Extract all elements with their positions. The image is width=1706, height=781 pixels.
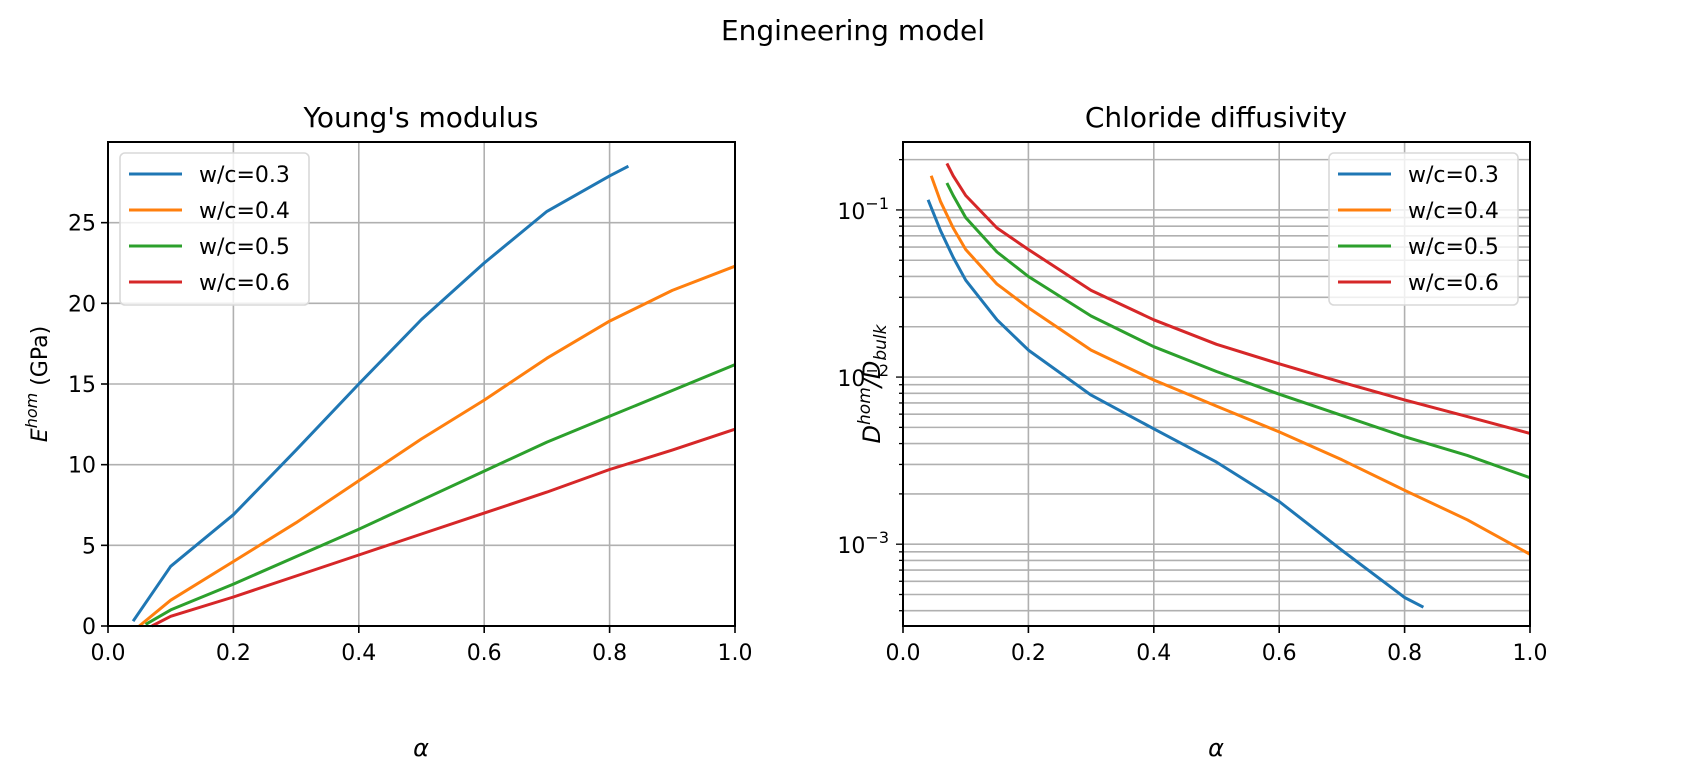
axes-frame (107, 141, 736, 627)
plot-lines (131, 164, 736, 628)
axes-frame (902, 141, 1531, 627)
legend-box (119, 152, 310, 306)
axes-title: Young's modulus (302, 101, 538, 134)
series-line-wc05 (144, 363, 736, 626)
y-axis-label: Ehom (GPa) (22, 326, 53, 442)
x-tick-label: 0.8 (1387, 641, 1422, 666)
legend: w/c=0.3 w/c=0.4 w/c=0.5 w/c=0.6 (119, 152, 310, 306)
x-tick-label: 1.0 (1513, 641, 1548, 666)
ticks: 0.0 0.2 0.4 0.6 0.8 1.0 10−1 10−2 10−3 (837, 158, 1548, 666)
x-tick-label: 0.6 (467, 641, 502, 666)
y-tick-label: 10−3 (837, 528, 889, 559)
axes-title: Chloride diffusivity (1085, 101, 1347, 134)
series-line-wc06 (945, 162, 1531, 435)
legend-label: w/c=0.4 (1408, 199, 1499, 224)
series-line-wc03 (131, 164, 630, 623)
x-tick-label: 0.8 (592, 641, 627, 666)
legend-label: w/c=0.6 (199, 271, 290, 296)
y-label-sub: bulk (871, 323, 891, 360)
x-tick-label: 0.2 (216, 641, 251, 666)
series-line-wc05 (945, 182, 1531, 480)
legend-box (1328, 152, 1519, 306)
x-tick-label: 0.4 (341, 641, 376, 666)
y-tick-label: 10−2 (837, 361, 889, 392)
x-tick-label: 0.0 (886, 641, 921, 666)
series-line-wc04 (138, 264, 736, 628)
legend-label: w/c=0.5 (199, 235, 290, 260)
y-tick-label: 0 (82, 615, 96, 640)
x-tick-label: 1.0 (718, 641, 753, 666)
legend-label: w/c=0.5 (1408, 235, 1499, 260)
legend-label: w/c=0.3 (199, 163, 290, 188)
y-label-rest: (GPa) (28, 326, 53, 393)
axes-chloride-diffusivity: Chloride diffusivity 0.0 0.2 0.4 0.6 0.8 1.0 1… (837, 101, 1547, 762)
y-tick-label: 5 (82, 534, 96, 559)
y-label-sup: hom (855, 387, 875, 425)
series-line-wc04 (929, 175, 1531, 556)
x-axis-label: α (413, 734, 429, 762)
ticks: 0.0 0.2 0.4 0.6 0.8 1.0 0 5 10 15 20 25 (68, 212, 753, 666)
series-line-wc06 (151, 427, 736, 628)
legend-label: w/c=0.6 (1408, 271, 1499, 296)
y-label-sup: hom (22, 393, 41, 429)
y-tick-label: 10 (68, 454, 96, 479)
y-axis-label: Dhom/Dbulk (855, 323, 891, 443)
x-tick-label: 0.0 (91, 641, 126, 666)
axes-youngs-modulus: Young's modulus 0.0 0.2 0.4 0.6 0.8 1.0 0 5 10 15… (22, 101, 753, 762)
y-tick-label: 20 (68, 292, 96, 317)
series-line-wc03 (926, 199, 1425, 609)
y-label-mid: /D (858, 361, 886, 390)
y-label-base: E (28, 428, 53, 442)
y-tick-label: 15 (68, 373, 96, 398)
legend: w/c=0.3 w/c=0.4 w/c=0.5 w/c=0.6 (1328, 152, 1519, 306)
y-tick-label: 25 (68, 212, 96, 237)
x-tick-label: 0.4 (1136, 641, 1171, 666)
plot-lines (926, 162, 1531, 609)
figure-suptitle: Engineering model (721, 14, 985, 47)
x-tick-label: 0.2 (1011, 641, 1046, 666)
legend-label: w/c=0.4 (199, 199, 290, 224)
x-axis-label: α (1208, 734, 1224, 762)
y-label-base: D (858, 425, 886, 443)
legend-label: w/c=0.3 (1408, 163, 1499, 188)
x-tick-label: 0.6 (1262, 641, 1297, 666)
y-tick-label: 10−1 (837, 194, 889, 225)
